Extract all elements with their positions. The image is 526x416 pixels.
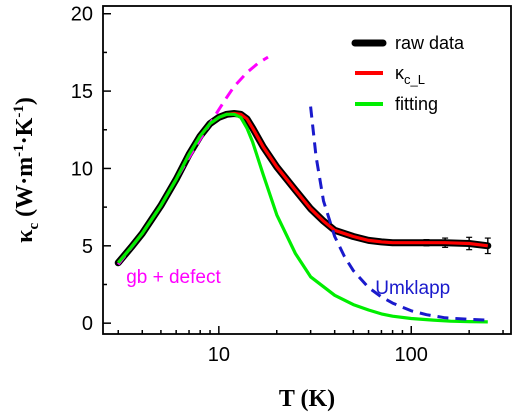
x-axis-title-unit: (K) bbox=[300, 386, 335, 412]
legend-label-kappa-main: κ bbox=[395, 63, 405, 83]
x-axis-title: T (K) bbox=[279, 386, 335, 412]
series-line-umklapp bbox=[309, 106, 488, 322]
y-axis-title-sub: c bbox=[26, 223, 42, 230]
y-tick-label: 10 bbox=[71, 158, 93, 180]
x-tick-label: 100 bbox=[395, 344, 428, 366]
annotations: gb + defect Umklapp bbox=[126, 267, 450, 299]
y-tick-label: 0 bbox=[82, 313, 93, 335]
y-axis-title: κc(W·m-1·K-1) bbox=[11, 97, 42, 243]
x-axis: 10 100 bbox=[117, 326, 504, 366]
y-axis-title-exp2: -1 bbox=[11, 105, 27, 118]
y-axis-title-close: ) bbox=[12, 97, 38, 105]
y-tick-label: 20 bbox=[71, 4, 93, 26]
legend-label-kappa: κc_L bbox=[395, 63, 425, 87]
y-tick-label: 5 bbox=[82, 236, 93, 258]
legend-label-fitting: fitting bbox=[395, 94, 438, 114]
y-axis-title-exp1: -1 bbox=[11, 144, 27, 157]
y-axis-title-units: (W·m bbox=[12, 157, 38, 217]
y-axis-title-symbol: κ bbox=[12, 229, 38, 243]
legend-label-kappa-sub: c_L bbox=[404, 72, 425, 87]
legend: raw data κc_L fitting bbox=[351, 33, 465, 114]
legend-label-raw-data: raw data bbox=[395, 33, 465, 53]
x-axis-title-var: T bbox=[279, 386, 295, 412]
y-tick-label: 15 bbox=[71, 81, 93, 103]
y-axis-title-mid: ·K bbox=[12, 117, 38, 144]
series-line-fitting bbox=[116, 112, 488, 324]
annotation-umklapp: Umklapp bbox=[375, 278, 450, 299]
series-line-raw-data bbox=[114, 110, 492, 267]
annotation-gb-defect: gb + defect bbox=[126, 267, 221, 288]
series-layer bbox=[114, 55, 492, 324]
y-axis: 0 5 10 15 20 bbox=[71, 4, 111, 335]
plot-frame bbox=[102, 5, 512, 335]
x-tick-label: 10 bbox=[208, 344, 230, 366]
